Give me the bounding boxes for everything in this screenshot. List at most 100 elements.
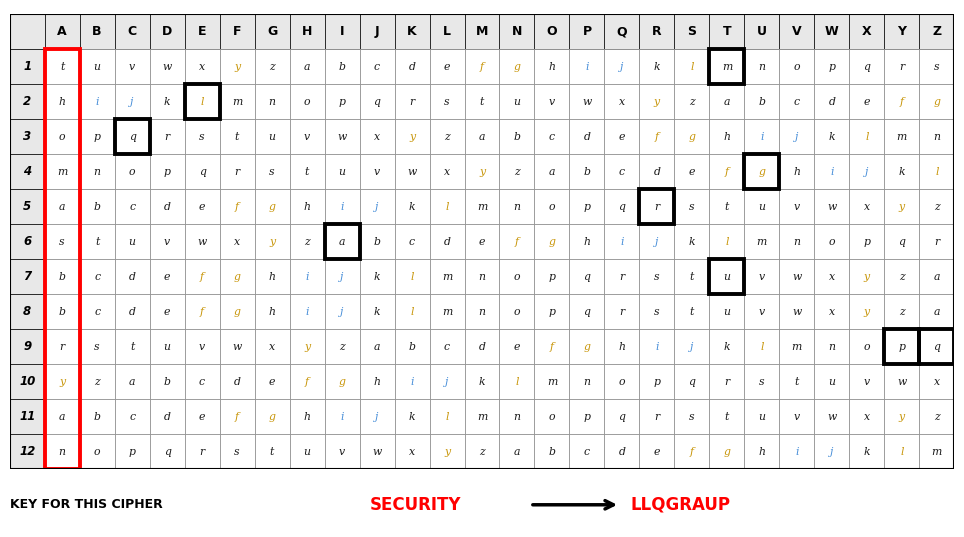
Text: z: z <box>514 166 520 177</box>
Bar <box>289 364 325 399</box>
Text: k: k <box>654 62 660 72</box>
Text: i: i <box>340 411 344 422</box>
Text: H: H <box>302 25 312 38</box>
Bar <box>499 189 534 224</box>
Text: o: o <box>864 342 870 352</box>
Text: o: o <box>793 62 800 72</box>
Text: o: o <box>304 97 310 107</box>
Bar <box>289 434 325 469</box>
Text: v: v <box>199 342 205 352</box>
Bar <box>115 119 149 154</box>
Text: j: j <box>130 97 134 107</box>
Text: e: e <box>514 342 521 352</box>
Text: r: r <box>165 132 170 142</box>
Bar <box>430 434 465 469</box>
Text: r: r <box>200 447 204 456</box>
Bar <box>465 259 499 294</box>
Text: y: y <box>234 62 240 72</box>
Text: m: m <box>722 62 732 72</box>
Bar <box>570 119 604 154</box>
Bar <box>534 399 570 434</box>
Text: o: o <box>59 132 66 142</box>
Bar <box>44 224 80 259</box>
Text: k: k <box>374 307 381 317</box>
Bar <box>639 224 675 259</box>
Bar <box>639 399 675 434</box>
Bar <box>534 294 570 329</box>
Text: n: n <box>759 62 765 72</box>
Text: m: m <box>232 97 242 107</box>
Text: o: o <box>829 237 835 246</box>
Bar <box>639 364 675 399</box>
Bar <box>744 154 780 189</box>
Bar <box>744 259 780 294</box>
Bar <box>115 84 149 119</box>
Bar <box>570 154 604 189</box>
Bar <box>149 259 184 294</box>
Text: s: s <box>60 237 65 246</box>
Bar <box>744 294 780 329</box>
Text: h: h <box>269 307 276 317</box>
Bar <box>10 154 44 189</box>
Text: K: K <box>407 25 416 38</box>
Text: g: g <box>269 202 276 212</box>
Bar <box>815 259 849 294</box>
Bar <box>394 189 430 224</box>
Bar <box>430 84 465 119</box>
Bar <box>780 14 815 49</box>
Bar <box>604 259 639 294</box>
Bar <box>149 224 184 259</box>
Bar <box>849 189 884 224</box>
Bar <box>849 14 884 49</box>
Bar <box>149 119 184 154</box>
Bar <box>920 329 954 364</box>
Text: x: x <box>864 411 870 422</box>
Text: S: S <box>687 25 696 38</box>
Text: h: h <box>304 202 310 212</box>
Bar <box>710 14 744 49</box>
Text: m: m <box>442 307 452 317</box>
Text: x: x <box>829 272 835 281</box>
Bar <box>780 119 815 154</box>
Bar <box>815 434 849 469</box>
Bar <box>675 14 710 49</box>
Bar <box>10 329 44 364</box>
Bar <box>220 364 254 399</box>
Text: g: g <box>723 447 731 456</box>
Text: b: b <box>94 411 100 422</box>
Bar <box>534 154 570 189</box>
Text: 12: 12 <box>19 445 36 458</box>
Bar <box>675 329 710 364</box>
Bar <box>325 189 360 224</box>
Text: X: X <box>862 25 871 38</box>
Bar <box>115 49 149 84</box>
Bar <box>815 14 849 49</box>
Text: y: y <box>444 447 450 456</box>
Bar <box>920 84 954 119</box>
Bar <box>639 294 675 329</box>
Bar <box>920 119 954 154</box>
Text: q: q <box>164 447 171 456</box>
Bar <box>570 329 604 364</box>
Text: v: v <box>374 166 380 177</box>
Text: b: b <box>514 132 521 142</box>
Text: q: q <box>583 272 591 281</box>
Text: g: g <box>514 62 521 72</box>
Text: g: g <box>759 166 765 177</box>
Bar <box>780 294 815 329</box>
Bar <box>360 14 394 49</box>
Bar <box>289 259 325 294</box>
Bar <box>289 189 325 224</box>
Text: t: t <box>94 237 99 246</box>
Bar <box>465 329 499 364</box>
Bar <box>604 364 639 399</box>
Bar <box>430 154 465 189</box>
Bar <box>499 364 534 399</box>
Bar <box>149 14 184 49</box>
Text: t: t <box>725 411 729 422</box>
Bar <box>570 364 604 399</box>
Text: b: b <box>338 62 345 72</box>
Bar <box>80 434 115 469</box>
Text: w: w <box>792 307 801 317</box>
Text: l: l <box>201 97 203 107</box>
